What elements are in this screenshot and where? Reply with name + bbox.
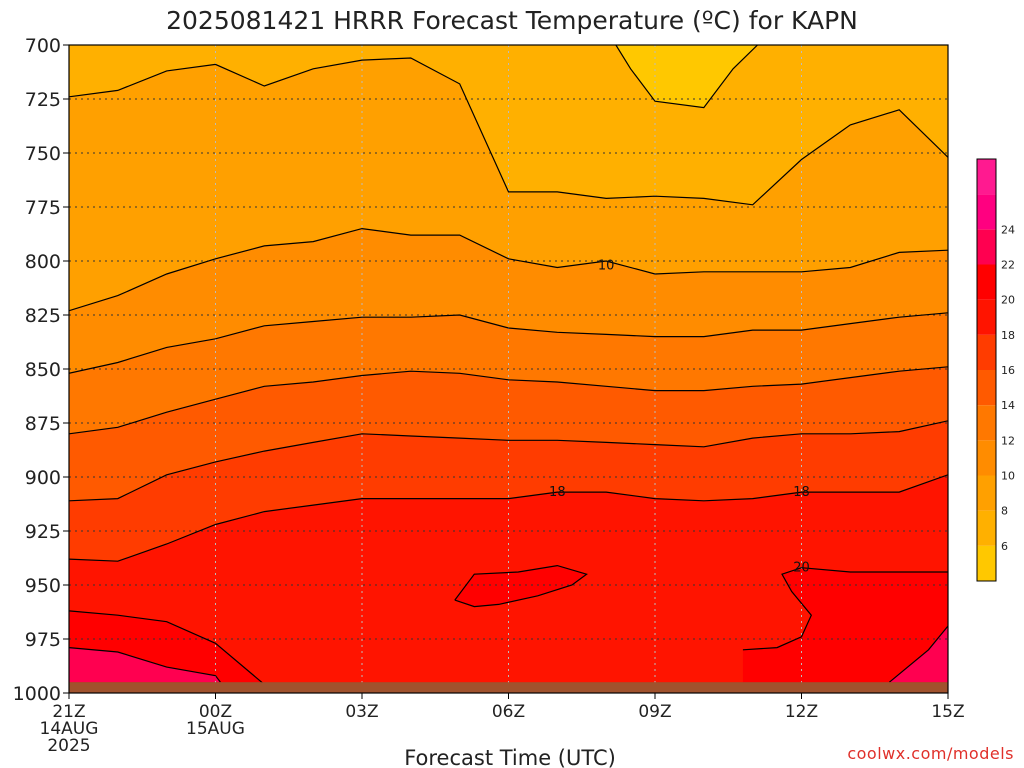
contour-label-18-2: 18 bbox=[793, 485, 810, 500]
band-below-6 bbox=[615, 45, 758, 108]
colorbar-box-4 bbox=[977, 405, 996, 441]
colorbar-box-0 bbox=[977, 545, 996, 581]
chart-title: 2025081421 HRRR Forecast Temperature (ºC… bbox=[166, 6, 858, 35]
contour-label-18-1: 18 bbox=[549, 485, 566, 500]
y-tick-label-875: 875 bbox=[25, 413, 61, 435]
colorbar-box-11 bbox=[977, 159, 996, 195]
colorbar-box-10 bbox=[977, 194, 996, 230]
colorbar-tick-20: 20 bbox=[1001, 294, 1015, 307]
x-tick-label-9-0: 06Z bbox=[492, 702, 525, 722]
below-ground-strip bbox=[69, 682, 948, 693]
colorbar-frame bbox=[976, 158, 997, 582]
x-axis-label: Forecast Time (UTC) bbox=[404, 746, 616, 768]
isotherm-20-seg1 bbox=[454, 564, 588, 608]
x-tick-label-3-0: 00Z bbox=[199, 702, 232, 722]
colorbar-tick-14: 14 bbox=[1001, 399, 1015, 412]
y-tick-label-975: 975 bbox=[25, 629, 61, 651]
x-tick-label-0-1: 14AUG bbox=[40, 719, 99, 739]
y-tick-label-825: 825 bbox=[25, 305, 61, 327]
x-tick-label-0-0: 21Z bbox=[52, 702, 85, 722]
colorbar-box-2 bbox=[977, 475, 996, 511]
plot-area: 10 18 18 20 bbox=[69, 45, 948, 693]
y-tick-label-700: 700 bbox=[25, 35, 61, 57]
isotherm-12-seg0 bbox=[69, 312, 948, 374]
x-tick-label-6-0: 03Z bbox=[345, 702, 378, 722]
isotherm-22-seg1 bbox=[889, 625, 948, 683]
isotherm-22-seg0 bbox=[69, 647, 221, 683]
credit-text: coolwx.com/models bbox=[847, 744, 1014, 763]
colorbar-tick-16: 16 bbox=[1001, 364, 1015, 377]
y-axis: 700 725 750 775 800 825 850 875 900 925 950 975 1000 bbox=[13, 35, 69, 705]
band-above-22-west bbox=[69, 647, 221, 683]
colorbar-tick-22: 22 bbox=[1001, 259, 1015, 272]
y-tick-label-725: 725 bbox=[25, 89, 61, 111]
isotherm-10-seg0 bbox=[69, 227, 948, 312]
isotherm-14-seg0 bbox=[69, 366, 948, 435]
colorbar-box-9 bbox=[977, 229, 996, 265]
x-tick-label-3-1: 15AUG bbox=[186, 719, 245, 739]
colorbar-box-7 bbox=[977, 299, 996, 335]
grid-lines bbox=[69, 45, 948, 693]
colorbar-tick-6: 6 bbox=[1001, 540, 1008, 553]
band-above-22-east bbox=[889, 626, 948, 683]
colorbar-tick-8: 8 bbox=[1001, 505, 1008, 518]
y-tick-label-950: 950 bbox=[25, 575, 61, 597]
colorbar-box-8 bbox=[977, 264, 996, 300]
colorbar-tick-10: 10 bbox=[1001, 470, 1015, 483]
isotherm-8-seg0 bbox=[69, 57, 948, 206]
colorbar-box-5 bbox=[977, 370, 996, 406]
isotherm-18-seg0 bbox=[69, 474, 948, 562]
y-tick-label-800: 800 bbox=[25, 251, 61, 273]
contour-label-20-3: 20 bbox=[793, 561, 810, 576]
colorbar: 6 8 10 12 14 16 18 20 22 24 bbox=[976, 158, 1015, 582]
y-tick-label-750: 750 bbox=[25, 143, 61, 165]
colorbar-box-6 bbox=[977, 334, 996, 370]
x-tick-label-18-0: 15Z bbox=[931, 702, 964, 722]
x-tick-label-12-0: 09Z bbox=[638, 702, 671, 722]
isotherm-6-seg0 bbox=[615, 45, 758, 109]
colorbar-box-3 bbox=[977, 440, 996, 476]
y-tick-label-1000: 1000 bbox=[13, 683, 61, 705]
colorbar-tick-12: 12 bbox=[1001, 434, 1015, 447]
x-tick-label-0-2: 2025 bbox=[47, 736, 90, 756]
colorbar-box-1 bbox=[977, 510, 996, 546]
isotherm-16-seg0 bbox=[69, 420, 948, 502]
contour-label-10-0: 10 bbox=[598, 258, 615, 273]
band-above-20-east bbox=[742, 567, 948, 693]
isotherm-20-seg0 bbox=[69, 610, 265, 685]
band-above-20-central bbox=[454, 565, 587, 607]
isotherm-20-seg2 bbox=[742, 567, 948, 651]
y-tick-label-775: 775 bbox=[25, 197, 61, 219]
x-tick-label-15-0: 12Z bbox=[785, 702, 818, 722]
y-tick-label-925: 925 bbox=[25, 521, 61, 543]
colorbar-tick-18: 18 bbox=[1001, 329, 1015, 342]
y-tick-label-850: 850 bbox=[25, 359, 61, 381]
colorbar-tick-24: 24 bbox=[1001, 223, 1015, 236]
y-tick-label-900: 900 bbox=[25, 467, 61, 489]
